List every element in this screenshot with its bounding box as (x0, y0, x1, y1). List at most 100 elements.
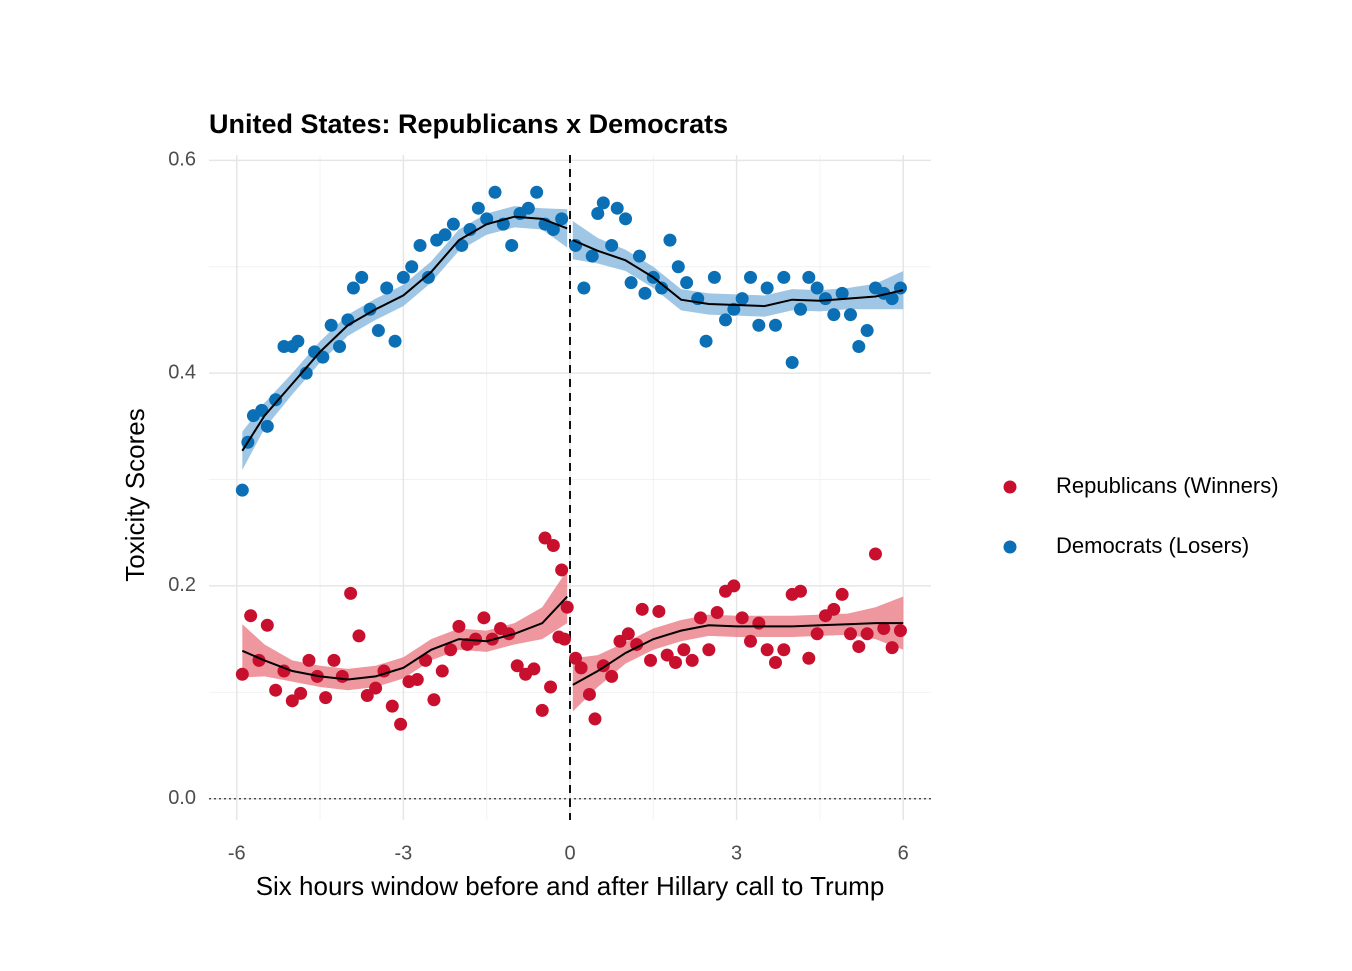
data-point (569, 651, 583, 665)
data-point (777, 270, 791, 284)
data-point (269, 683, 283, 697)
data-point (294, 686, 308, 700)
legend-label: Republicans (Winners) (1056, 473, 1279, 498)
data-point (316, 350, 330, 364)
data-point (744, 634, 757, 648)
data-point (324, 318, 338, 332)
data-point (768, 318, 782, 332)
data-point (694, 611, 708, 625)
data-point (621, 627, 635, 641)
data-point (302, 653, 316, 667)
data-point (663, 233, 677, 247)
data-point (793, 302, 807, 316)
data-point (574, 661, 588, 675)
data-point (255, 403, 269, 417)
data-point (727, 579, 741, 593)
data-point (699, 334, 713, 348)
y-tick-label: 0.4 (168, 361, 196, 383)
data-point (438, 228, 452, 242)
data-point (719, 313, 733, 327)
data-point (510, 659, 524, 673)
data-point (344, 586, 358, 600)
data-point (577, 281, 591, 295)
data-point (655, 281, 669, 295)
data-point (452, 619, 466, 633)
data-point (680, 276, 694, 290)
data-point (435, 664, 449, 678)
data-point (277, 664, 291, 678)
data-point (555, 563, 569, 577)
data-point (852, 640, 866, 654)
data-point (605, 669, 619, 683)
data-point (291, 334, 305, 348)
data-point (444, 643, 458, 657)
x-tick-label: 6 (898, 842, 909, 864)
data-point (827, 602, 841, 616)
data-point (710, 606, 724, 620)
data-point (810, 281, 824, 295)
data-point (557, 632, 571, 646)
data-point (893, 624, 907, 638)
data-point (638, 286, 652, 300)
data-point (380, 281, 394, 295)
data-point (538, 531, 552, 545)
data-point (396, 270, 410, 284)
data-point (619, 212, 633, 226)
x-tick-label: 0 (564, 842, 575, 864)
data-point (363, 302, 377, 316)
data-point (885, 641, 899, 655)
data-point (735, 611, 749, 625)
data-point (505, 238, 519, 252)
data-point (630, 637, 644, 651)
data-point (702, 643, 716, 657)
data-point (760, 281, 774, 295)
data-point (785, 355, 799, 369)
data-point (388, 334, 402, 348)
data-point (335, 669, 349, 683)
legend-swatch (1003, 540, 1017, 554)
data-point (885, 292, 899, 306)
data-point (244, 609, 258, 623)
data-point (480, 212, 494, 226)
data-point (652, 604, 666, 618)
data-point (802, 270, 816, 284)
data-point (530, 185, 544, 199)
data-point (835, 286, 849, 300)
data-point (802, 651, 816, 665)
data-point (299, 366, 313, 380)
fit-line (241, 595, 568, 681)
fit-line (572, 239, 904, 308)
data-point (394, 717, 408, 731)
data-point (810, 627, 824, 641)
y-tick-label: 0.6 (168, 149, 196, 171)
data-point (427, 693, 441, 707)
data-point (877, 621, 891, 635)
data-point (346, 281, 360, 295)
data-point (319, 691, 333, 705)
data-point (793, 584, 807, 598)
y-tick-label: 0.2 (168, 574, 196, 596)
data-point (843, 627, 857, 641)
x-axis-title: Six hours window before and after Hillar… (256, 871, 885, 901)
data-point (605, 238, 619, 252)
data-point (471, 201, 485, 215)
data-point (285, 694, 299, 708)
legend-label: Democrats (Losers) (1056, 533, 1249, 558)
data-point (632, 249, 646, 263)
data-point (610, 201, 624, 215)
data-point (521, 201, 535, 215)
data-point (585, 249, 599, 263)
fit-line (241, 215, 568, 452)
legend-swatch (1003, 480, 1017, 494)
data-point (671, 260, 685, 274)
data-point (760, 643, 774, 657)
data-point (744, 270, 757, 284)
data-point (535, 703, 549, 717)
data-point (469, 632, 483, 646)
data-point (660, 648, 674, 662)
data-point (843, 308, 857, 322)
data-point (405, 260, 419, 274)
x-tick-label: -6 (228, 842, 246, 864)
data-point (360, 689, 374, 703)
